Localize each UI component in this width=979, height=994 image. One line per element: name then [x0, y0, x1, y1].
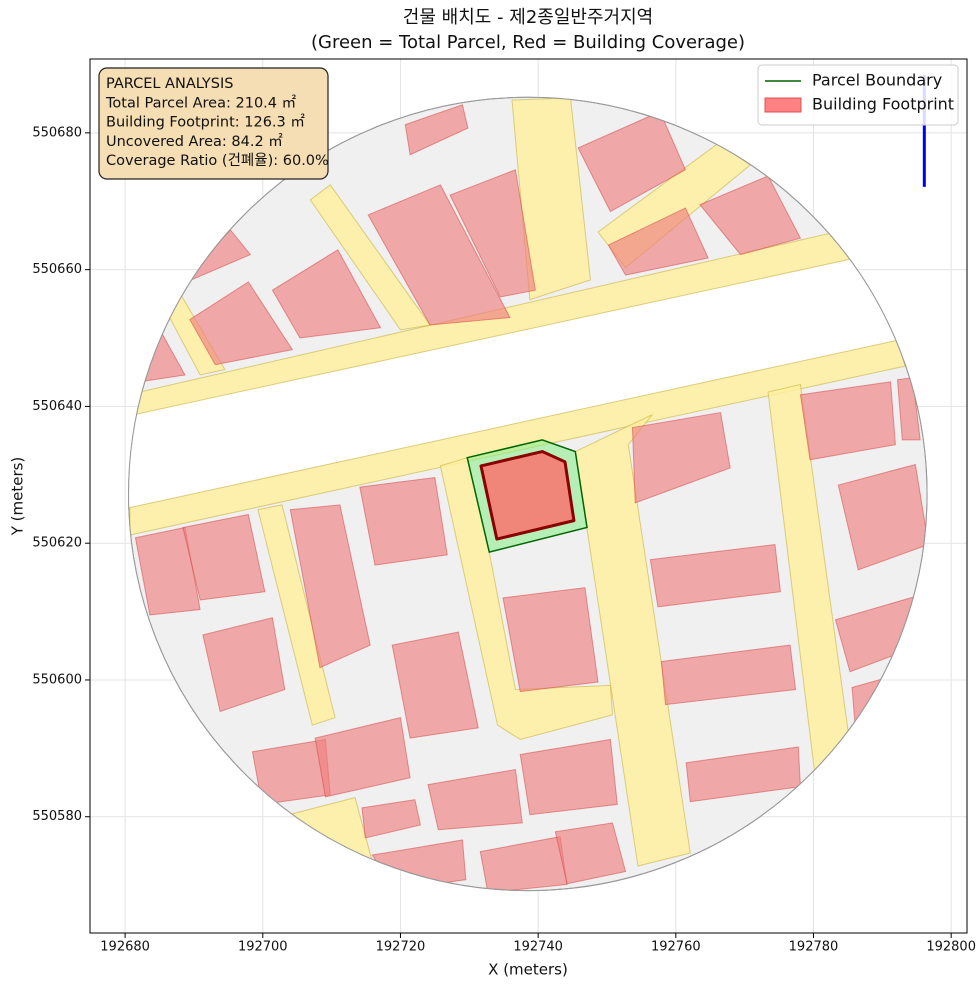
info-box: PARCEL ANALYSIS Total Parcel Area: 210.4 …: [98, 67, 329, 180]
building: [649, 543, 782, 608]
chart-subtitle: (Green = Total Parcel, Red = Building Co…: [311, 32, 745, 53]
road: [257, 504, 336, 726]
building: [519, 738, 618, 816]
building: [314, 716, 411, 798]
x-tick-label: 192720: [376, 940, 426, 955]
info-box-frame: [98, 67, 329, 180]
y-tick-label: 550620: [32, 536, 82, 551]
building: [896, 377, 921, 441]
legend: Parcel Boundary Building Footprint: [757, 64, 959, 126]
legend-label: Parcel Boundary: [812, 71, 942, 90]
building: [271, 249, 382, 339]
building: [202, 617, 286, 713]
building-footprint: [479, 450, 576, 541]
building: [554, 822, 627, 885]
y-tick-label: 550680: [32, 125, 82, 140]
building: [577, 110, 687, 213]
y-tick-label: 550580: [32, 809, 82, 824]
x-tick-label: 192780: [789, 940, 839, 955]
x-tick-label: 192760: [651, 940, 701, 955]
building: [391, 631, 479, 739]
building: [367, 184, 511, 326]
gap-band: [128, 222, 928, 524]
building: [699, 175, 802, 256]
x-axis-label: X (meters): [488, 961, 568, 979]
y-tick-label: 550640: [32, 399, 82, 414]
building: [607, 207, 709, 276]
x-tick-label: 192740: [513, 940, 563, 955]
axes-frame: [89, 58, 968, 934]
legend-frame: [757, 64, 959, 126]
chart-title: 건물 배치도 - 제2종일반주거지역: [403, 7, 653, 28]
building: [502, 587, 599, 693]
building: [837, 463, 928, 571]
building: [427, 768, 523, 831]
info-line: PARCEL ANALYSIS: [106, 76, 233, 92]
x-tick-label: 192680: [100, 940, 150, 955]
building: [404, 104, 469, 156]
building: [361, 799, 422, 839]
building: [631, 411, 731, 504]
building: [660, 644, 797, 706]
info-line: Building Footprint: 126.3 ㎡: [106, 114, 305, 131]
y-axis-label: Y (meters): [9, 457, 27, 537]
building: [189, 281, 294, 366]
study-area-outline: [128, 96, 928, 892]
info-line: Uncovered Area: 84.2 ㎡: [106, 133, 283, 150]
x-tick-label: 192700: [238, 940, 288, 955]
building: [134, 526, 201, 616]
info-line: Coverage Ratio (건폐율): 60.0%: [106, 152, 329, 169]
plot-area: [128, 74, 928, 892]
y-tick-label: 550600: [32, 672, 82, 687]
legend-swatch: [764, 97, 802, 113]
building: [182, 513, 266, 601]
road: [574, 414, 691, 867]
info-line: Total Parcel Area: 210.4 ㎡: [105, 94, 297, 111]
ticks: 192680 192700 192720 192740 192760 192780 1928…: [32, 125, 976, 954]
y-tick-label: 550660: [32, 262, 82, 277]
legend-label: Building Footprint: [812, 95, 954, 114]
x-tick-label: 192800: [926, 940, 976, 955]
building: [479, 835, 568, 891]
building: [799, 381, 896, 461]
building: [289, 504, 371, 669]
building: [449, 169, 536, 298]
building: [359, 476, 448, 566]
